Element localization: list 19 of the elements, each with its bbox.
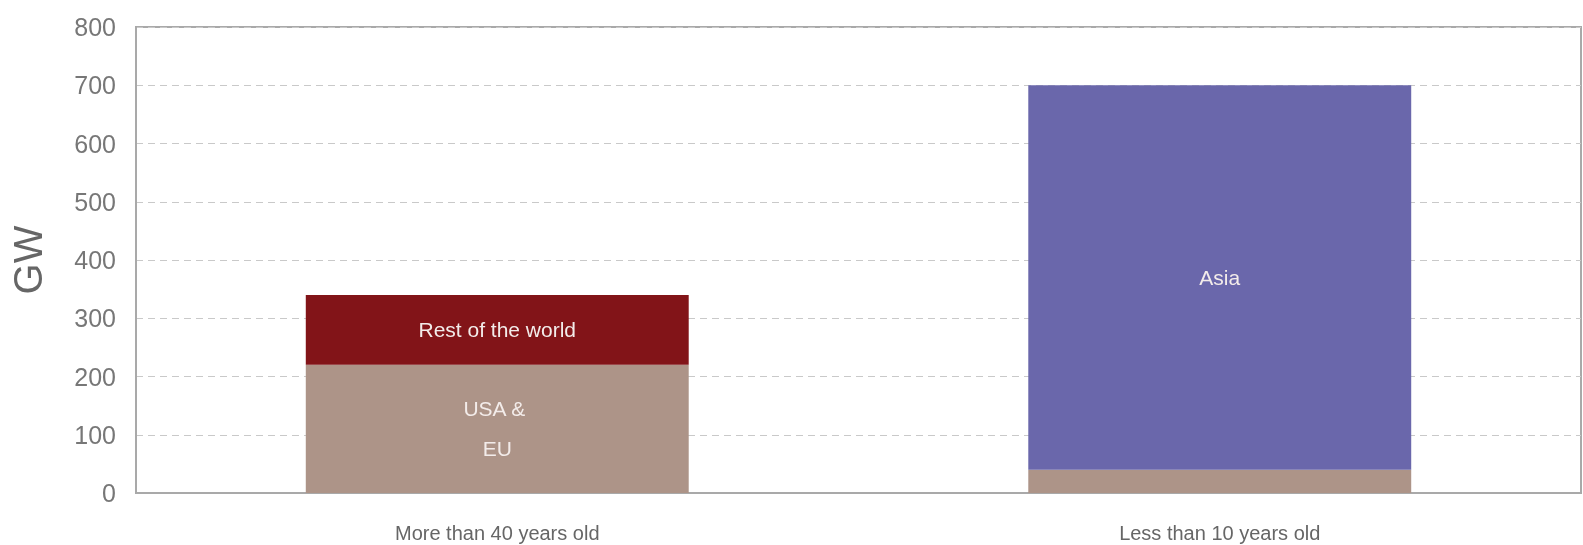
x-tick-label: More than 40 years old [394,522,600,544]
bar [305,364,689,493]
bar [305,294,689,365]
y-tick-label: 400 [74,246,116,274]
y-tick-label: 100 [74,420,116,449]
y-tick-label: 500 [74,187,116,216]
y-tick-label: 200 [74,362,116,391]
bar [1028,85,1412,470]
series-label: USA & EU [463,397,532,461]
y-tick-label: 0 [102,479,116,507]
series-label: Rest of the world [418,318,577,342]
x-tick-label: Less than 10 years old [1119,522,1321,544]
y-tick-label: 700 [74,71,116,100]
y-tick-label: 600 [74,129,116,158]
series-label: Asia [1199,265,1241,289]
bar [1028,469,1412,493]
y-tick-label: 800 [74,13,116,41]
y-axis-title: GW [6,225,50,295]
y-tick-label: 300 [74,304,116,333]
